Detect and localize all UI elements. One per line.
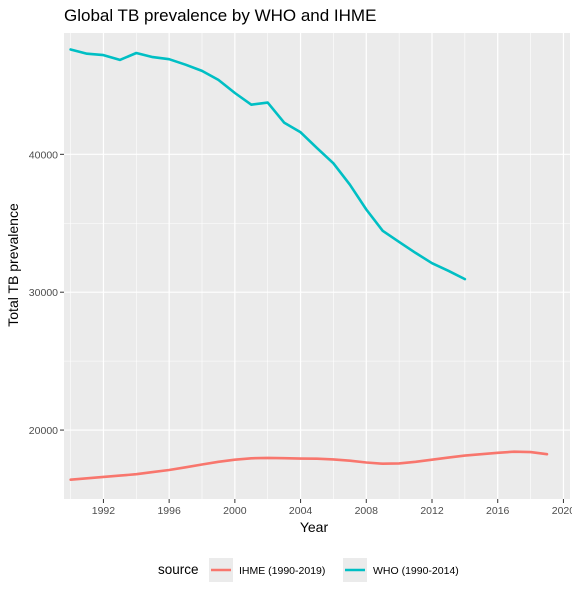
x-tick-label: 1992: [92, 505, 116, 517]
x-tick-label: 2016: [486, 505, 510, 517]
y-tick-label: 20000: [29, 425, 58, 437]
x-tick-label: 2008: [355, 505, 379, 517]
series-lines: [69, 48, 549, 482]
x-axis-title: Year: [300, 519, 329, 535]
x-axis: 1992 1996 2000 2004 2008 2012 2016 2020: [92, 499, 572, 517]
x-tick-label: 2020: [552, 505, 572, 517]
y-tick-label: 30000: [29, 287, 58, 299]
x-tick-label: 1996: [157, 505, 181, 517]
y-axis: 20000 30000 40000: [29, 149, 64, 437]
x-tick-label: 2012: [420, 505, 444, 517]
series-line: [69, 48, 467, 281]
chart-title: Global TB prevalence by WHO and IHME: [64, 6, 376, 25]
series-line: [69, 450, 549, 482]
x-tick-label: 2000: [223, 505, 247, 517]
x-tick-label: 2004: [289, 505, 313, 517]
legend-title: source: [158, 562, 199, 577]
legend: source IHME (1990-2019) WHO (1990-2014): [158, 558, 459, 582]
gridlines: [64, 33, 570, 499]
legend-label: WHO (1990-2014): [373, 565, 459, 577]
plot-panel: [64, 33, 570, 499]
y-tick-label: 40000: [29, 149, 58, 161]
legend-label: IHME (1990-2019): [239, 565, 325, 577]
y-axis-title: Total TB prevalence: [5, 203, 21, 327]
